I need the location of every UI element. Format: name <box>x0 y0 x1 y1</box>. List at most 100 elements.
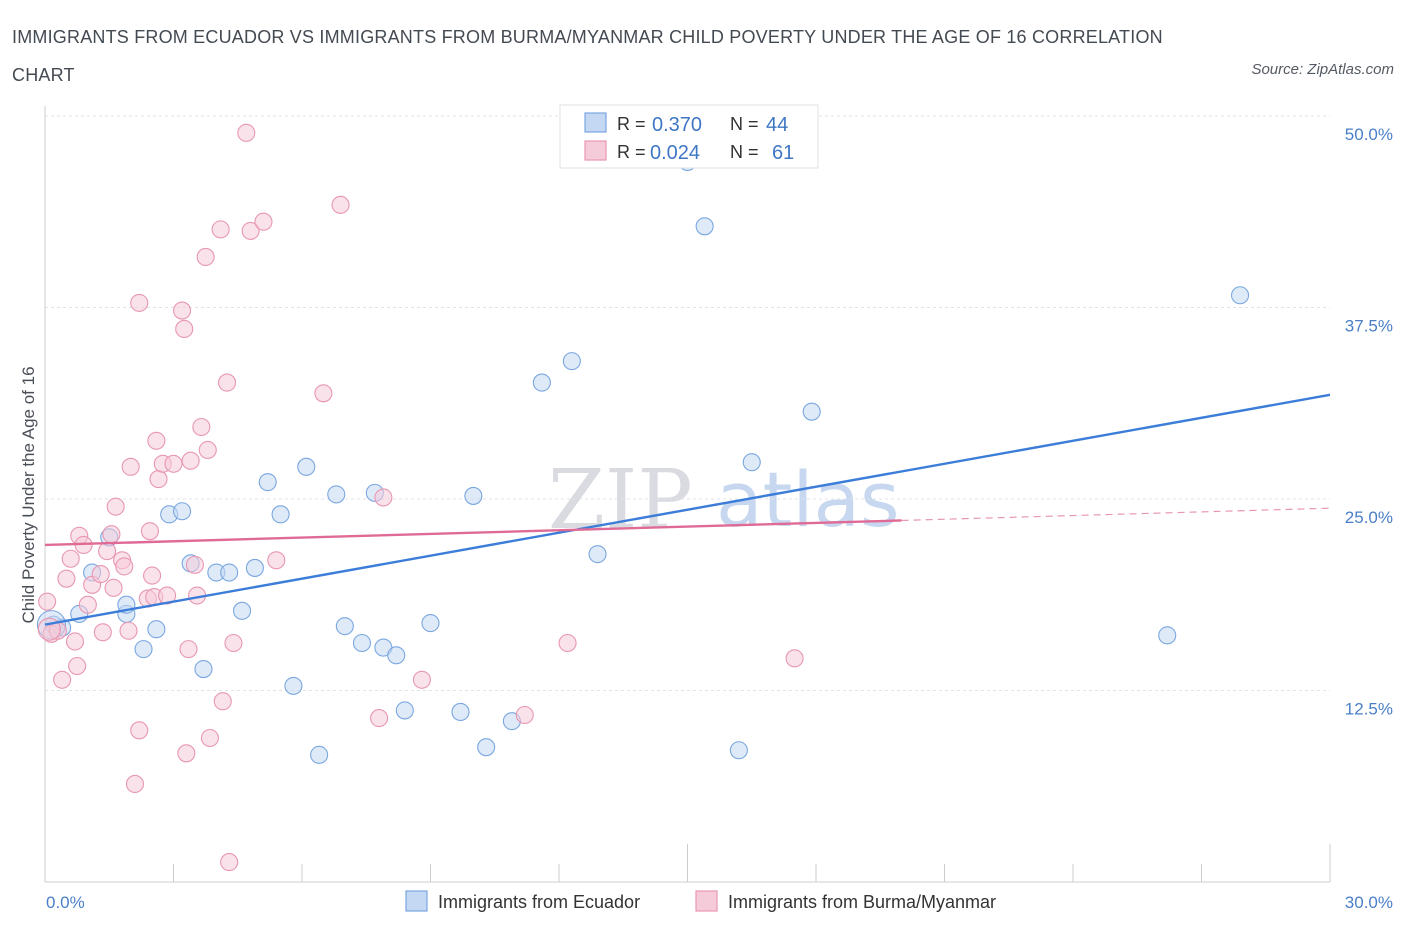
ecuador-point-20 <box>297 457 316 476</box>
y-tick-label-3: 50.0% <box>1345 125 1393 144</box>
burma-point-33 <box>164 454 183 473</box>
ecuador-point-36 <box>588 545 607 564</box>
burma-point-23 <box>130 721 149 740</box>
bottom-legend-label-ecuador: Immigrants from Ecuador <box>438 892 640 912</box>
legend-n-label-burma: N = <box>730 142 759 162</box>
burma-point-52 <box>254 212 273 231</box>
burma-point-49 <box>224 633 243 653</box>
legend-r-label-ecuador: R = <box>617 114 646 134</box>
burma-point-55 <box>331 195 350 214</box>
ecuador-point-12 <box>194 660 213 679</box>
ecuador-point-8 <box>147 620 166 639</box>
burma-point-21 <box>121 457 140 476</box>
burma-point-48 <box>220 853 239 872</box>
burma-point-7 <box>68 656 87 676</box>
burma-point-17 <box>106 497 125 516</box>
ecuador-point-31 <box>464 486 483 505</box>
axes <box>44 106 1331 883</box>
burma-point-51 <box>241 221 260 240</box>
trend-lines <box>44 393 1331 626</box>
ecuador-point-17 <box>258 473 277 492</box>
ecuador-point-7 <box>134 640 153 659</box>
ecuador-point-28 <box>395 701 414 720</box>
burma-point-46 <box>213 692 232 711</box>
burma-point-16 <box>104 578 123 597</box>
ecuador-point-27 <box>387 646 406 665</box>
bottom-legend-label-burma: Immigrants from Burma/Myanmar <box>728 892 996 912</box>
ecuador-point-10 <box>173 502 192 521</box>
burma-point-22 <box>125 774 144 794</box>
burma-point-44 <box>200 728 219 748</box>
ecuador-point-14 <box>220 563 239 582</box>
ecuador-point-39 <box>729 741 748 760</box>
series-legend: Immigrants from Ecuador Immigrants from … <box>405 890 996 912</box>
legend-n-value-ecuador: 44 <box>766 114 788 136</box>
burma-point-47 <box>217 373 237 392</box>
ecuador-point-22 <box>327 485 346 504</box>
burma-point-43 <box>198 440 217 460</box>
y-axis-label: Child Poverty Under the Age of 16 <box>19 366 38 623</box>
ecuador-point-35 <box>562 352 581 371</box>
ecuador-point-18 <box>271 505 290 524</box>
burma-point-12 <box>91 565 110 584</box>
x-tick-label-0: 0.0% <box>46 893 85 912</box>
burma-point-15 <box>102 525 121 544</box>
bottom-legend-swatch-ecuador <box>405 890 428 912</box>
y-tick-label-2: 37.5% <box>1345 317 1393 336</box>
watermark-zip: ZIP <box>548 453 693 548</box>
burma-point-5 <box>61 549 80 568</box>
burma-point-50 <box>237 123 256 142</box>
legend-n-value-burma: 61 <box>772 142 794 164</box>
legend-r-label-burma: R = <box>617 142 646 162</box>
burma-point-32 <box>158 586 177 605</box>
burma-point-38 <box>181 451 200 470</box>
burma-point-53 <box>267 551 286 570</box>
y-tick-label-0: 12.5% <box>1345 700 1393 719</box>
burma-point-42 <box>196 247 215 266</box>
burma-point-27 <box>143 566 162 585</box>
chart-source: Source: ZipAtlas.com <box>1251 61 1394 78</box>
legend-swatch-burma <box>584 140 607 161</box>
legend-swatch-ecuador <box>584 112 607 133</box>
burma-point-57 <box>374 488 393 507</box>
burma-point-14 <box>98 542 117 561</box>
burma-point-26 <box>140 522 159 541</box>
ecuador-point-29 <box>421 614 440 633</box>
ecuador-point-23 <box>335 617 354 636</box>
ecuador-point-30 <box>451 702 470 721</box>
ecuador-point-15 <box>232 601 252 620</box>
ecuador-points <box>36 152 1250 764</box>
ecuador-point-24 <box>352 633 372 653</box>
burma-point-35 <box>175 319 194 338</box>
burma-point-54 <box>314 384 333 403</box>
burma-point-34 <box>173 301 192 320</box>
chart-title: IMMIGRANTS FROM ECUADOR VS IMMIGRANTS FR… <box>12 27 1163 85</box>
burma-point-0 <box>38 592 57 611</box>
burma-trend-extension <box>901 507 1331 522</box>
burma-point-59 <box>515 705 534 725</box>
burma-point-45 <box>211 220 230 239</box>
ecuador-point-40 <box>742 453 761 472</box>
ecuador-point-16 <box>245 558 264 577</box>
burma-point-36 <box>177 744 196 763</box>
burma-point-58 <box>412 670 431 689</box>
x-tick-labels: 0.0% 30.0% <box>46 893 1393 912</box>
burma-point-39 <box>185 555 204 574</box>
burma-point-13 <box>93 623 112 642</box>
ecuador-point-19 <box>284 676 303 695</box>
ecuador-point-34 <box>532 373 551 392</box>
burma-point-41 <box>192 417 211 437</box>
ecuador-point-21 <box>310 745 329 764</box>
legend-r-value-ecuador: 0.370 <box>652 114 702 136</box>
correlation-legend: R = 0.370 N = 44 R = 0.024 N = 61 <box>559 104 819 169</box>
burma-point-56 <box>370 709 389 728</box>
x-tick-label-1: 30.0% <box>1345 893 1393 912</box>
y-tick-labels: 12.5% 25.0% 37.5% 50.0% <box>1345 125 1393 719</box>
burma-point-30 <box>149 470 168 489</box>
burma-point-24 <box>130 293 149 312</box>
burma-point-61 <box>785 649 804 668</box>
ecuador-point-43 <box>1231 286 1250 305</box>
burma-point-60 <box>558 633 577 653</box>
burma-point-29 <box>147 431 166 450</box>
y-tick-label-1: 25.0% <box>1345 508 1393 527</box>
